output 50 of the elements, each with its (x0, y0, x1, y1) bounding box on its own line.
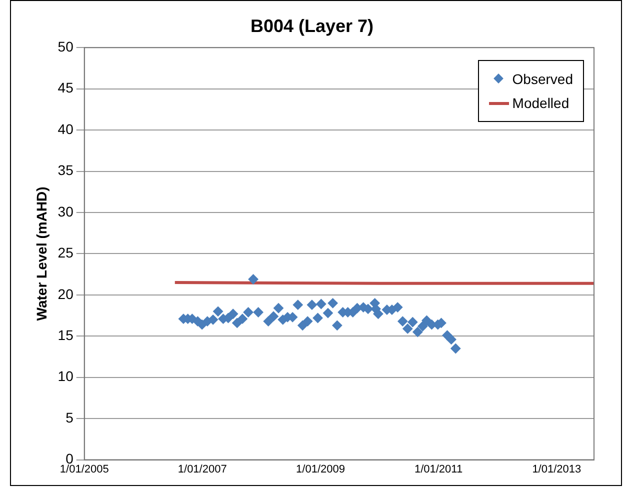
point (398, 316, 408, 326)
x-tick-label: 1/01/2007 (178, 463, 227, 476)
point (273, 303, 284, 314)
point (316, 298, 326, 309)
point (228, 308, 238, 319)
y-tick-label: 45 (58, 80, 74, 96)
point (418, 321, 428, 332)
point (332, 320, 342, 330)
point (446, 334, 456, 344)
point (298, 320, 308, 330)
point (450, 344, 461, 354)
point (392, 302, 403, 312)
chart-title: B004 (Layer 7) (250, 16, 374, 36)
y-tick-label: 25 (58, 244, 74, 261)
y-tick-label: 10 (58, 368, 74, 384)
legend-label: Modelled (512, 94, 570, 113)
y-tick-label: 35 (58, 162, 74, 178)
point (213, 306, 224, 316)
y-tick-label: 50 (58, 38, 74, 54)
point (402, 324, 413, 334)
legend-label: Observed (512, 70, 573, 89)
point (248, 274, 258, 284)
point (208, 314, 218, 325)
point (237, 314, 248, 324)
y-tick-label: 20 (58, 286, 74, 302)
point (263, 316, 274, 326)
point (412, 327, 423, 338)
point (243, 307, 254, 318)
point (292, 300, 303, 310)
y-tick-label: 30 (58, 203, 74, 220)
y-tick-label: 40 (58, 120, 74, 137)
point (328, 298, 338, 308)
y-tick-label: 5 (66, 409, 74, 426)
point (322, 308, 333, 318)
x-tick-label: 1/01/2005 (60, 463, 109, 476)
point (268, 311, 278, 322)
point (373, 308, 384, 319)
point (422, 315, 432, 326)
x-tick-label: 1/01/2013 (532, 463, 582, 476)
y-tick-label: 15 (58, 327, 74, 343)
point (302, 316, 313, 326)
x-tick-label: 1/01/2009 (296, 463, 345, 476)
point (408, 317, 418, 328)
point (253, 307, 264, 318)
point (312, 313, 323, 324)
point (232, 318, 242, 328)
y-axis-title: Water Level (mAHD) (33, 186, 50, 321)
point (363, 304, 374, 314)
x-tick-label: 1/01/2011 (414, 463, 463, 476)
point (306, 300, 317, 310)
